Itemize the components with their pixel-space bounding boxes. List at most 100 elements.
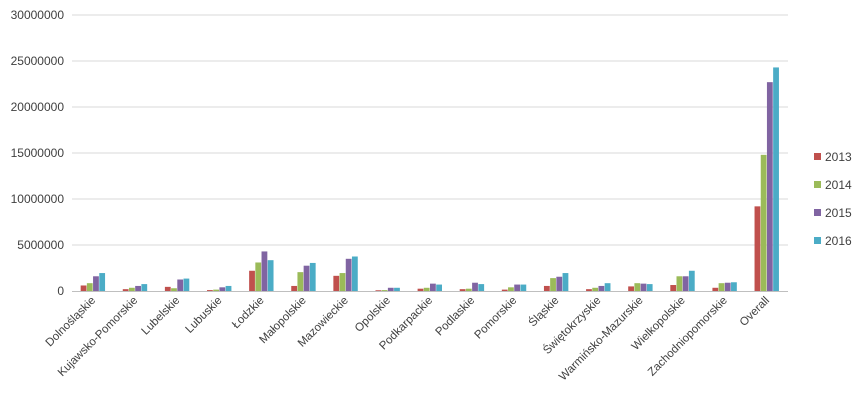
bar-2013: [628, 286, 634, 291]
bar-2013: [459, 289, 466, 291]
legend-label: 2014: [825, 178, 852, 192]
bar-2013: [670, 285, 677, 291]
x-category-label: Podlaskie: [433, 295, 477, 339]
y-axis-tick-labels: 0 5000000 10000000 15000000 20000000 25000000…: [11, 8, 65, 298]
y-tick-label: 5000000: [17, 238, 64, 252]
bar-2014: [465, 288, 472, 291]
y-tick-label: 25000000: [11, 54, 65, 68]
bar-2014: [86, 283, 93, 291]
bar-2015: [345, 258, 352, 291]
bar-2014: [171, 288, 177, 291]
bar-2013: [543, 285, 550, 291]
bar-2015: [261, 251, 268, 291]
bar-2014: [128, 287, 135, 291]
bar-2016: [225, 285, 232, 291]
y-tick-label: 10000000: [11, 192, 65, 206]
x-category-label: Warmińsko-Mazurskie: [557, 295, 646, 384]
bar-2013: [375, 290, 382, 291]
bar-2016: [562, 273, 569, 291]
x-category-label: Lubelskie: [140, 295, 183, 338]
bar-2015: [177, 279, 184, 291]
bar-2013: [291, 285, 298, 291]
gridlines: [72, 14, 788, 246]
bar-2015: [303, 265, 310, 291]
bar-2016: [688, 270, 695, 291]
bar-2015: [387, 287, 394, 291]
y-tick-label: 0: [57, 284, 64, 298]
bar-2014: [592, 287, 599, 291]
bar-2014: [760, 154, 767, 291]
bars: [80, 67, 779, 291]
bar-2016: [394, 287, 400, 291]
bar-2016: [436, 284, 442, 291]
bar-2015: [430, 283, 436, 291]
bar-2015: [556, 276, 563, 291]
bar-2015: [682, 276, 689, 291]
bar-2016: [520, 284, 527, 291]
y-tick-label: 30000000: [11, 8, 65, 22]
bar-2016: [604, 283, 611, 291]
bar-2016: [141, 284, 148, 291]
bar-2013: [164, 286, 171, 291]
bar-2014: [676, 276, 683, 291]
bar-2013: [586, 289, 592, 291]
bar-2014: [381, 290, 388, 291]
bar-2015: [472, 282, 478, 291]
bar-2014: [297, 272, 304, 291]
bar-2014: [718, 283, 725, 291]
bar-2014: [213, 289, 220, 291]
bar-2013: [754, 206, 761, 291]
bar-2013: [712, 287, 719, 291]
x-category-label: Lubuskie: [183, 295, 224, 336]
bar-2014: [255, 262, 262, 291]
bar-2016: [267, 260, 274, 291]
bar-2016: [731, 282, 737, 291]
bar-2015: [724, 282, 731, 291]
legend-swatch: [814, 181, 821, 188]
x-category-label: Łodzkie: [230, 295, 267, 332]
bar-2016: [183, 278, 190, 291]
legend-swatch: [814, 153, 821, 160]
bar-2013: [501, 289, 508, 291]
bar-2013: [249, 270, 255, 291]
bar-2014: [423, 287, 430, 291]
bar-2015: [598, 285, 605, 291]
bar-2014: [550, 278, 556, 291]
bar-2013: [207, 290, 213, 291]
x-category-label: Śląskie: [526, 294, 561, 329]
y-tick-label: 15000000: [11, 146, 65, 160]
bar-2015: [93, 276, 99, 291]
x-category-label: Opolskie: [353, 295, 393, 335]
legend-label: 2015: [825, 206, 852, 220]
bar-2016: [351, 256, 358, 291]
x-category-label: Kujawsko-Pomorskie: [56, 295, 140, 379]
bar-2013: [122, 289, 129, 291]
bar-2013: [417, 288, 424, 291]
legend-label: 2016: [825, 234, 852, 248]
bar-2013: [333, 275, 340, 291]
bar-2015: [640, 283, 647, 291]
x-category-label: Zachodniopomorskie: [646, 295, 730, 379]
legend-swatch: [814, 209, 821, 216]
legend-label: 2013: [825, 150, 852, 164]
bar-2016: [99, 273, 106, 291]
bar-2016: [478, 284, 485, 291]
bar-2015: [766, 82, 773, 291]
bar-2015: [135, 285, 141, 291]
y-tick-label: 20000000: [11, 100, 65, 114]
bar-2014: [508, 287, 514, 291]
bar-2016: [646, 284, 653, 291]
bar-2016: [773, 67, 779, 291]
bar-2015: [219, 287, 226, 291]
x-category-label: Pomorskie: [472, 295, 519, 342]
x-category-label: Overall: [738, 295, 772, 329]
legend-swatch: [814, 237, 821, 244]
bar-2013: [80, 285, 87, 291]
bar-2014: [634, 283, 641, 291]
bar-2016: [309, 262, 316, 291]
bar-2015: [514, 284, 521, 291]
legend: 2013 2014 2015 2016: [814, 150, 852, 248]
bar-2014: [339, 273, 346, 291]
